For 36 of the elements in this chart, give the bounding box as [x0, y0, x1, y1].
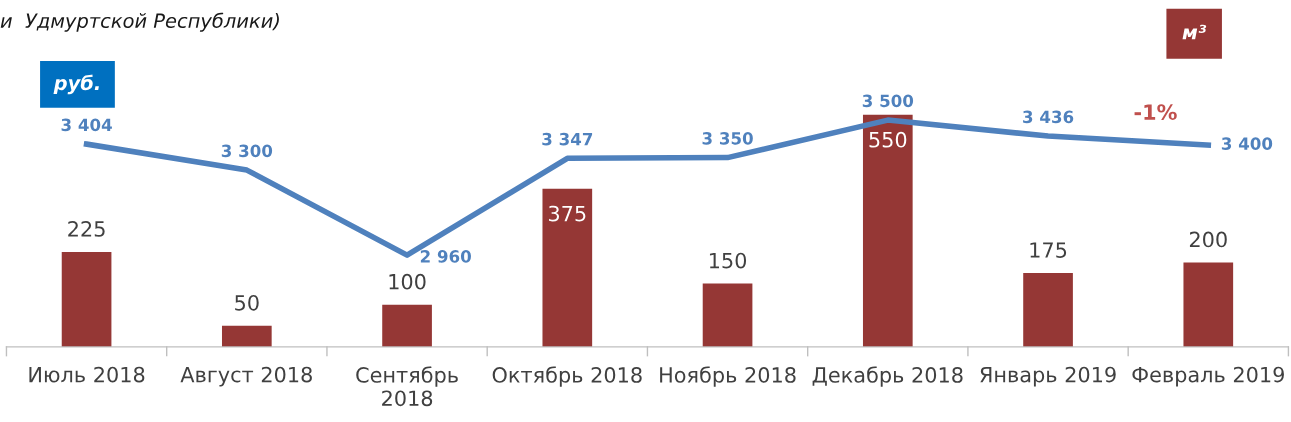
x-tick-label: Ноябрь 2018	[660, 366, 796, 387]
data-label: 550	[869, 131, 907, 148]
y-axis-title: м³	[1182, 24, 1207, 40]
bar	[382, 304, 432, 347]
x-tick-label: Февраль 2019	[1132, 366, 1284, 387]
data-label: 375	[549, 205, 586, 222]
bar	[542, 188, 593, 347]
bar	[61, 251, 112, 347]
bar	[221, 325, 272, 347]
x-tick-label: Январь 2019	[980, 366, 1116, 387]
x-tick-label: Август 2018	[180, 366, 312, 387]
data-label: 2 960	[420, 250, 471, 263]
data-label: 175	[1030, 242, 1067, 258]
bar	[862, 114, 913, 347]
bar	[1023, 273, 1073, 347]
data-label: 3 347	[542, 132, 593, 146]
x-tick-label: Декабрь 2018	[812, 366, 963, 387]
data-label: 3 300	[221, 144, 273, 158]
bar	[702, 283, 753, 347]
data-label: 100	[389, 273, 426, 290]
data-label: 200	[1189, 231, 1227, 248]
x-tick-label: Июль 2018	[29, 366, 145, 383]
data-label: 3 436	[1023, 110, 1074, 124]
data-label: 150	[709, 252, 747, 269]
x-tick-label: Сентябрь 2018	[356, 366, 458, 407]
y2-axis-title: руб.	[53, 74, 99, 95]
annotation: -1%	[1134, 104, 1177, 120]
data-label: 225	[68, 221, 105, 237]
bar	[1183, 262, 1234, 347]
data-label: 3 404	[61, 118, 112, 132]
data-label: 3 350	[702, 132, 753, 145]
x-tick-label: Октябрь 2018	[492, 366, 642, 387]
data-label: 50	[235, 294, 259, 311]
data-label: 3 400	[1221, 137, 1273, 150]
data-label: 3 500	[862, 94, 914, 108]
chart-title: и Удмуртской Республики)	[0, 12, 279, 32]
